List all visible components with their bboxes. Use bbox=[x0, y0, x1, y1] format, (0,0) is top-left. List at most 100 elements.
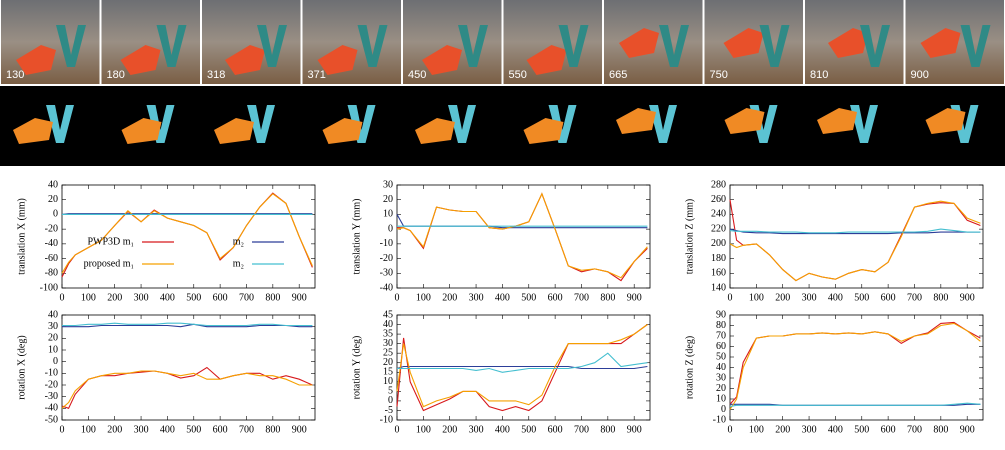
x-tick-label: 800 bbox=[600, 424, 615, 435]
y-tick-label: 40 bbox=[48, 309, 58, 320]
x-tick-label: 700 bbox=[574, 424, 589, 435]
frame-number: 900 bbox=[911, 69, 929, 81]
x-tick-label: 0 bbox=[60, 292, 65, 303]
x-tick-label: 200 bbox=[775, 424, 790, 435]
x-tick-label: 0 bbox=[395, 292, 400, 303]
figure: 130180318371450550665750810900-100-80-60… bbox=[0, 0, 1005, 450]
series-line bbox=[730, 323, 980, 409]
y-tick-label: 30 bbox=[383, 179, 393, 190]
x-tick-label: 400 bbox=[160, 424, 175, 435]
x-tick-label: 500 bbox=[854, 424, 869, 435]
legend-label: m₂ bbox=[233, 258, 244, 269]
x-tick-label: 200 bbox=[107, 424, 122, 435]
x-tick-label: 900 bbox=[960, 292, 975, 303]
frame-number: 450 bbox=[408, 69, 426, 81]
x-tick-label: 400 bbox=[828, 292, 843, 303]
series-line bbox=[730, 403, 980, 406]
x-tick-label: 400 bbox=[495, 292, 510, 303]
y-tick-label: 220 bbox=[711, 223, 726, 234]
y-tick-label: -20 bbox=[45, 379, 58, 390]
series-line bbox=[397, 325, 647, 407]
x-tick-label: 300 bbox=[802, 424, 817, 435]
y-tick-label: -60 bbox=[45, 253, 58, 264]
x-tick-label: 900 bbox=[292, 424, 307, 435]
y-tick-label: -10 bbox=[45, 368, 58, 379]
y-tick-label: 280 bbox=[711, 179, 726, 190]
y-tick-label: 40 bbox=[383, 319, 393, 330]
x-tick-label: 700 bbox=[239, 292, 254, 303]
y-tick-label: -5 bbox=[385, 405, 393, 416]
y-tick-label: 5 bbox=[388, 386, 393, 397]
series-line bbox=[397, 353, 647, 372]
x-tick-label: 500 bbox=[186, 424, 201, 435]
x-tick-label: 300 bbox=[469, 424, 484, 435]
series-line bbox=[730, 322, 980, 404]
y-tick-label: 200 bbox=[711, 238, 726, 249]
x-tick-label: 800 bbox=[265, 292, 280, 303]
y-axis-label: rotation Y (deg) bbox=[351, 336, 362, 400]
x-tick-label: 600 bbox=[881, 424, 896, 435]
x-tick-label: 800 bbox=[933, 424, 948, 435]
y-tick-label: -50 bbox=[45, 414, 58, 425]
x-tick-label: 600 bbox=[881, 292, 896, 303]
x-tick-label: 200 bbox=[442, 292, 457, 303]
y-tick-label: -10 bbox=[713, 414, 726, 425]
x-tick-label: 100 bbox=[81, 424, 96, 435]
series-line bbox=[730, 201, 980, 280]
x-tick-label: 700 bbox=[907, 424, 922, 435]
y-tick-label: 25 bbox=[383, 347, 393, 358]
x-tick-label: 800 bbox=[933, 292, 948, 303]
frame-number: 665 bbox=[609, 69, 627, 81]
frame-number: 810 bbox=[810, 69, 828, 81]
y-tick-label: 20 bbox=[383, 357, 393, 368]
y-tick-label: 0 bbox=[388, 395, 393, 406]
x-tick-label: 200 bbox=[442, 424, 457, 435]
legend-label: m₂ bbox=[233, 236, 244, 247]
x-tick-label: 500 bbox=[521, 424, 536, 435]
x-tick-label: 700 bbox=[574, 292, 589, 303]
x-tick-label: 0 bbox=[728, 424, 733, 435]
y-tick-label: 20 bbox=[383, 194, 393, 205]
x-tick-label: 300 bbox=[469, 292, 484, 303]
y-tick-label: 20 bbox=[48, 194, 58, 205]
y-tick-label: 180 bbox=[711, 253, 726, 264]
series-line bbox=[62, 368, 312, 409]
series-line bbox=[397, 194, 647, 281]
y-tick-label: 20 bbox=[716, 383, 726, 394]
frame-number: 550 bbox=[509, 69, 527, 81]
x-tick-label: 100 bbox=[749, 292, 764, 303]
y-tick-label: -100 bbox=[40, 282, 58, 293]
series-line bbox=[730, 200, 980, 281]
y-tick-label: 30 bbox=[48, 321, 58, 332]
x-tick-label: 600 bbox=[213, 424, 228, 435]
y-tick-label: 20 bbox=[48, 333, 58, 344]
plot-frame bbox=[397, 185, 650, 288]
y-tick-label: 0 bbox=[388, 223, 393, 234]
legend-label: proposed m₁ bbox=[84, 258, 134, 269]
y-tick-label: 140 bbox=[711, 282, 726, 293]
x-tick-label: 200 bbox=[107, 292, 122, 303]
y-tick-label: 10 bbox=[48, 344, 58, 355]
y-tick-label: 160 bbox=[711, 268, 726, 279]
y-axis-label: translation X (mm) bbox=[16, 198, 27, 275]
x-tick-label: 900 bbox=[627, 292, 642, 303]
x-tick-label: 500 bbox=[186, 292, 201, 303]
series-line bbox=[397, 194, 647, 278]
x-tick-label: 900 bbox=[627, 424, 642, 435]
y-tick-label: 40 bbox=[48, 179, 58, 190]
x-tick-label: 700 bbox=[239, 424, 254, 435]
x-tick-label: 300 bbox=[802, 292, 817, 303]
y-tick-label: -10 bbox=[380, 238, 393, 249]
y-tick-label: 30 bbox=[716, 372, 726, 383]
y-axis-label: translation Y (mm) bbox=[351, 199, 362, 275]
y-tick-label: -40 bbox=[45, 238, 58, 249]
frame-number: 371 bbox=[308, 69, 326, 81]
frame-number: 750 bbox=[710, 69, 728, 81]
x-tick-label: 700 bbox=[907, 292, 922, 303]
y-tick-label: -20 bbox=[45, 223, 58, 234]
y-tick-label: 260 bbox=[711, 194, 726, 205]
x-tick-label: 400 bbox=[828, 424, 843, 435]
x-tick-label: 600 bbox=[213, 292, 228, 303]
y-tick-label: -40 bbox=[380, 282, 393, 293]
y-tick-label: -80 bbox=[45, 268, 58, 279]
